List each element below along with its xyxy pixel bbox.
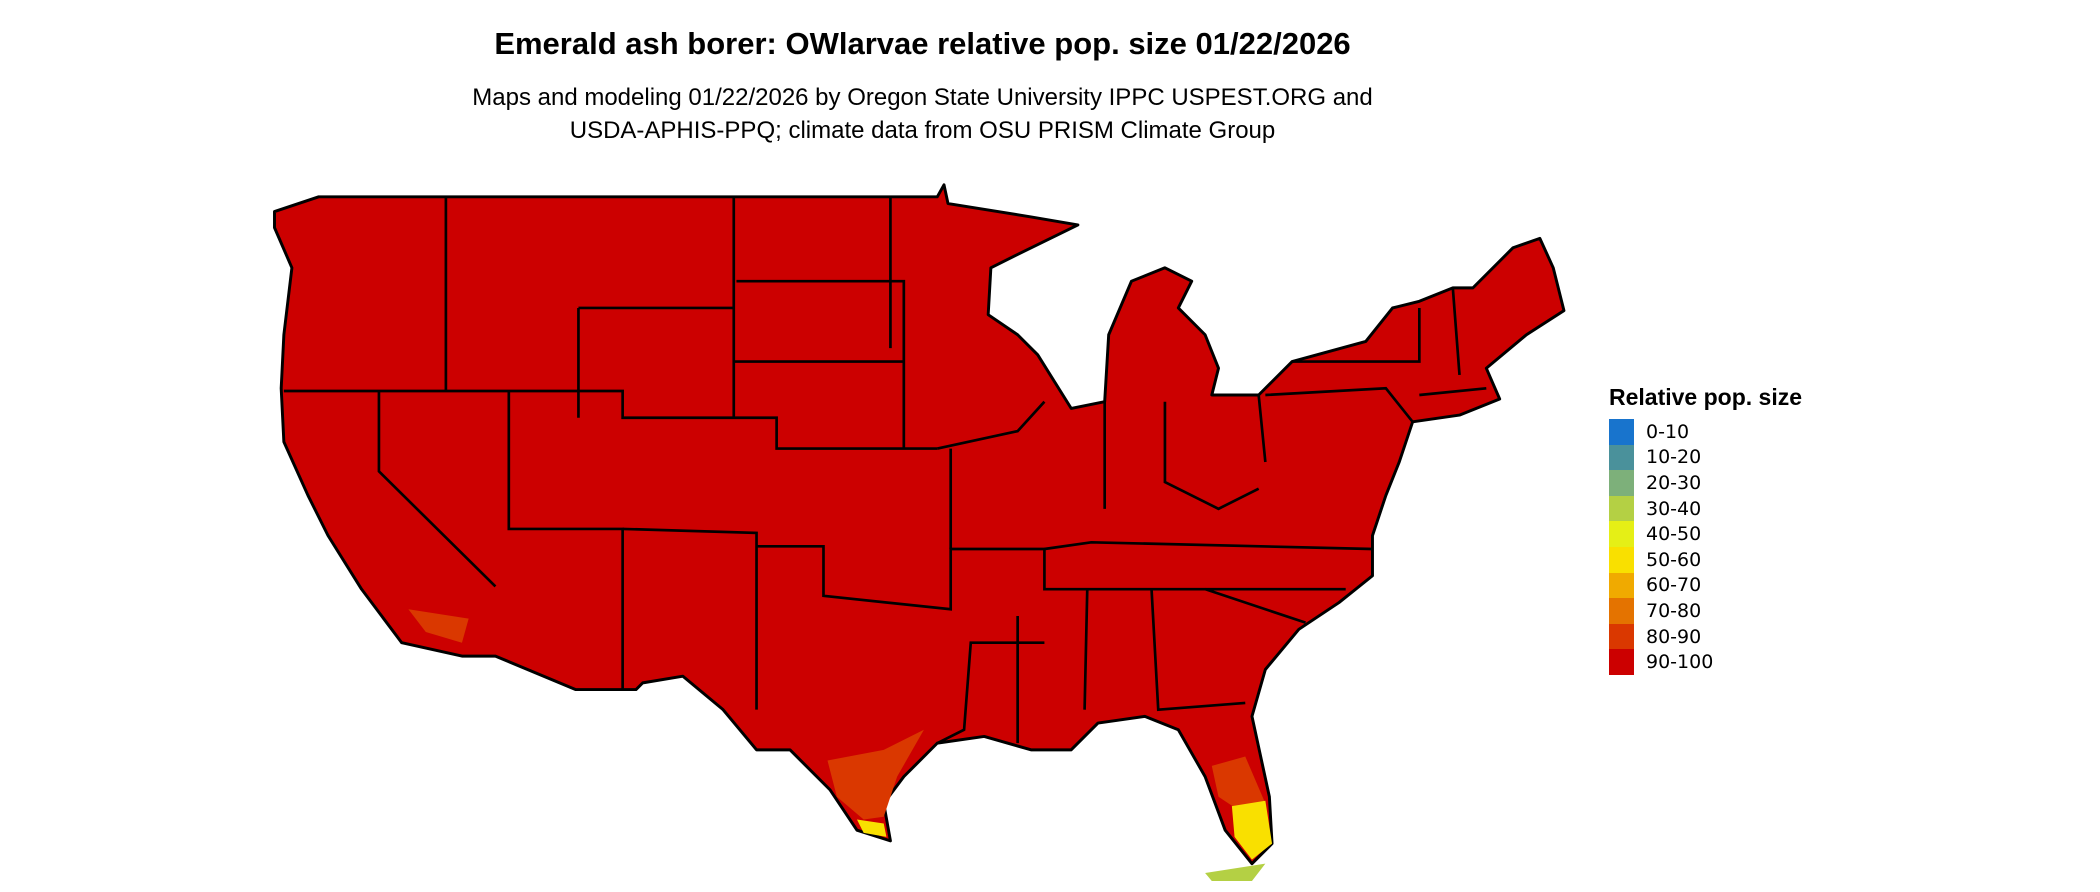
legend-swatch: [1609, 546, 1634, 573]
legend-label: 60-70: [1646, 574, 1702, 597]
legend-item: 40-50: [1609, 521, 1802, 547]
legend-item: 10-20: [1609, 444, 1802, 471]
map-title: Emerald ash borer: OWlarvae relative pop…: [494, 26, 1351, 61]
map-subtitle-line-2: USDA-APHIS-PPQ; climate data from OSU PR…: [569, 117, 1276, 144]
legend-item: 90-100: [1609, 649, 1802, 675]
legend-label: 80-90: [1646, 625, 1702, 648]
legend-label: 50-60: [1646, 548, 1702, 571]
legend-swatch: [1609, 419, 1634, 445]
legend-item: 80-90: [1609, 623, 1802, 650]
legend-label: 40-50: [1646, 523, 1702, 546]
legend-swatch: [1609, 649, 1634, 675]
legend-title: Relative pop. size: [1609, 384, 1803, 410]
legend-swatch: [1609, 495, 1634, 522]
legend-label: 10-20: [1646, 446, 1702, 469]
class-50-60-patches: [856, 800, 1273, 860]
class-30-40-patch: [1205, 863, 1266, 882]
us-outline: [273, 183, 1566, 866]
legend-item: 70-80: [1609, 598, 1802, 624]
legend-item: 0-10: [1609, 419, 1802, 445]
class-80-90-patches: [408, 609, 1266, 820]
legend: Relative pop. size 0-10 10-20 20-30 30-40 40…: [1609, 384, 1802, 675]
legend-swatch: [1609, 444, 1634, 471]
legend-item: 50-60: [1609, 546, 1802, 573]
legend-swatch: [1609, 598, 1634, 624]
legend-item: 30-40: [1609, 495, 1802, 522]
legend-swatch: [1609, 623, 1634, 650]
legend-item: 20-30: [1609, 470, 1802, 496]
legend-label: 70-80: [1646, 599, 1702, 622]
legend-label: 30-40: [1646, 497, 1702, 520]
legend-swatch: [1609, 572, 1634, 599]
legend-item: 60-70: [1609, 572, 1802, 599]
legend-label: 20-30: [1646, 471, 1702, 494]
legend-swatch: [1609, 521, 1634, 547]
legend-swatch: [1609, 470, 1634, 496]
legend-label: 0-10: [1646, 420, 1690, 443]
map-subtitle-line-1: Maps and modeling 01/22/2026 by Oregon S…: [472, 84, 1373, 111]
state-borders: [283, 196, 1487, 745]
legend-label: 90-100: [1646, 651, 1714, 674]
